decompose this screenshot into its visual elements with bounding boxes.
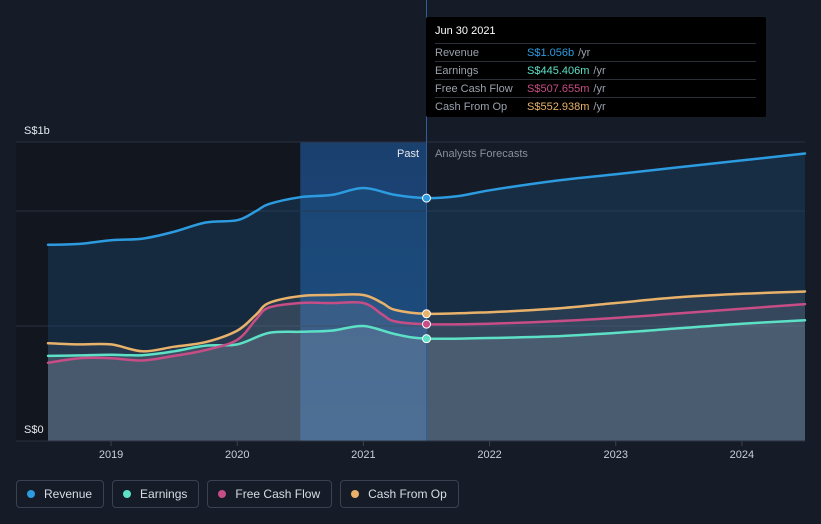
legend-item-cash-from-op[interactable]: Cash From Op xyxy=(340,480,459,508)
tooltip-label: Revenue xyxy=(435,46,480,59)
tooltip-row-revenue: Revenue S$1.056b /yr xyxy=(435,43,756,61)
tooltip-value: S$552.938m xyxy=(527,100,590,113)
x-tick-label: 2021 xyxy=(351,449,375,461)
legend: Revenue Earnings Free Cash Flow Cash Fro… xyxy=(16,480,459,508)
tooltip-unit: /yr xyxy=(593,82,606,95)
tooltip-unit: /yr xyxy=(593,100,606,113)
tooltip-row-earnings: Earnings S$445.406m /yr xyxy=(435,61,756,79)
legend-label: Revenue xyxy=(44,487,93,501)
chart: S$1b S$0 Past Analysts Forecasts 2019 202… xyxy=(16,0,807,461)
tooltip-label: Free Cash Flow xyxy=(435,82,513,95)
line-revenue xyxy=(46,152,807,247)
y-axis-bottom-label: S$0 xyxy=(24,424,44,436)
x-tick-label: 2024 xyxy=(730,449,754,461)
tooltip-row-cash-from-op: Cash From Op S$552.938m /yr xyxy=(435,97,756,115)
line-free-cash-flow xyxy=(46,300,807,365)
x-tick-label: 2020 xyxy=(225,449,249,461)
legend-dot-icon xyxy=(218,490,227,498)
legend-label: Free Cash Flow xyxy=(235,487,321,501)
legend-item-revenue[interactable]: Revenue xyxy=(16,480,105,508)
line-earnings xyxy=(46,319,807,358)
tooltip-value: S$445.406m xyxy=(527,64,590,77)
tooltip-label: Cash From Op xyxy=(435,100,508,113)
legend-item-free-cash-flow[interactable]: Free Cash Flow xyxy=(207,480,333,508)
tooltip-row-free-cash-flow: Free Cash Flow S$507.655m /yr xyxy=(435,79,756,97)
legend-label: Earnings xyxy=(140,487,188,501)
past-label: Past xyxy=(397,148,419,160)
marker-free-cash-flow xyxy=(422,319,431,329)
marker-revenue xyxy=(422,193,431,203)
line-cash-from-op xyxy=(46,290,807,353)
tooltip: Jun 30 2021 Revenue S$1.056b /yr Earning… xyxy=(426,17,766,117)
legend-label: Cash From Op xyxy=(368,487,447,501)
x-tick-label: 2019 xyxy=(99,449,123,461)
tooltip-value: S$1.056b xyxy=(527,46,575,59)
past-highlight-region xyxy=(300,142,427,441)
tooltip-unit: /yr xyxy=(578,46,591,59)
legend-dot-icon xyxy=(351,490,360,498)
marker-cash-from-op xyxy=(422,309,431,319)
tooltip-value: S$507.655m xyxy=(527,82,590,95)
legend-dot-icon xyxy=(123,490,132,498)
y-axis-top-label: S$1b xyxy=(24,125,50,137)
x-tick-label: 2023 xyxy=(604,449,628,461)
tooltip-date: Jun 30 2021 xyxy=(435,25,496,37)
legend-item-earnings[interactable]: Earnings xyxy=(112,480,200,508)
tooltip-unit: /yr xyxy=(593,64,606,77)
forecast-label: Analysts Forecasts xyxy=(435,148,528,160)
tooltip-label: Earnings xyxy=(435,64,479,77)
x-tick-label: 2022 xyxy=(477,449,501,461)
plot-background-dark xyxy=(16,142,300,441)
legend-dot-icon xyxy=(27,490,35,498)
marker-earnings xyxy=(422,334,431,344)
